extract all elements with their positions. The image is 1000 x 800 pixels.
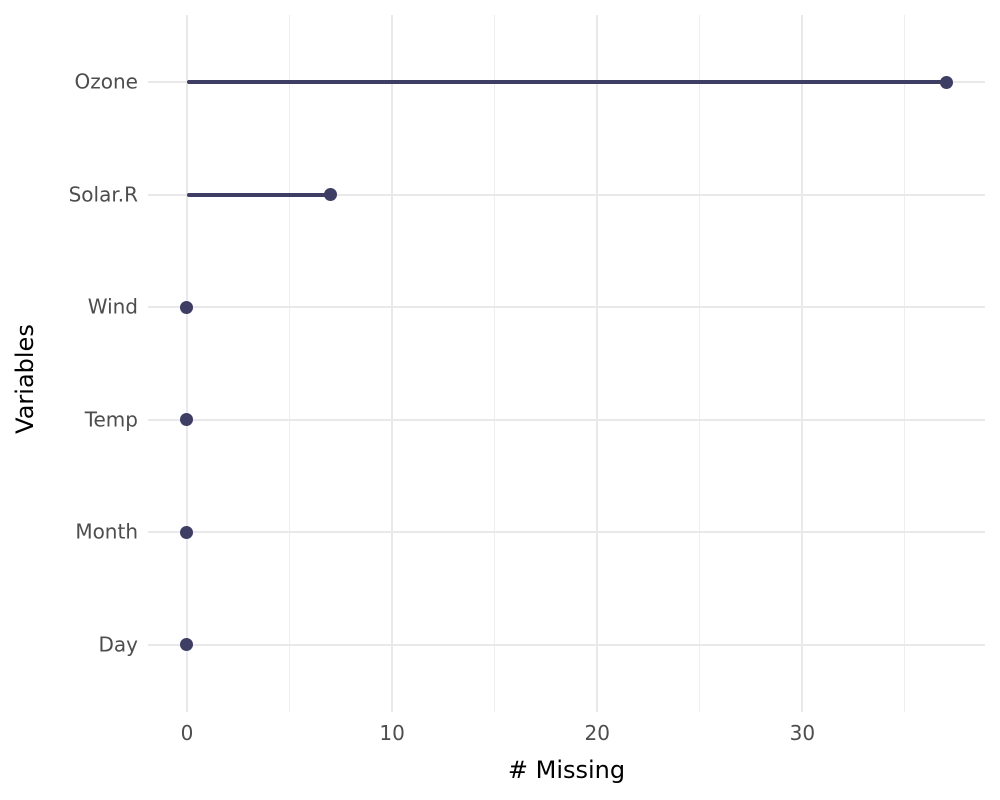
y-tick-label-temp: Temp — [84, 407, 138, 432]
x-tick-label-0: 0 — [180, 721, 194, 745]
y-tick-label-wind: Wind — [87, 294, 138, 319]
y-tick-label-day: Day — [98, 632, 139, 657]
x-tick-label-20: 20 — [584, 721, 610, 745]
gridline-minor-x-35 — [904, 15, 906, 712]
lollipop-point-month — [180, 525, 194, 539]
gridline-row-wind — [148, 306, 985, 309]
gridline-minor-x-15 — [494, 15, 496, 712]
plot-panel — [148, 15, 985, 712]
lollipop-point-wind — [180, 300, 194, 314]
gridline-major-x-10 — [391, 15, 393, 712]
gridline-row-month — [148, 531, 985, 534]
gridline-row-day — [148, 643, 985, 646]
lollipop-point-day — [180, 638, 194, 652]
lollipop-point-ozone — [939, 75, 953, 89]
lollipop-line-solar.r — [186, 192, 331, 197]
lollipop-point-solar.r — [324, 188, 338, 202]
gridline-row-temp — [148, 418, 985, 421]
y-tick-label-solar.r: Solar.R — [68, 182, 138, 207]
gridline-minor-x-25 — [699, 15, 701, 712]
x-tick-label-10: 10 — [379, 721, 405, 745]
x-axis-title: # Missing — [507, 756, 626, 784]
x-tick-label-30: 30 — [789, 721, 816, 745]
gridline-major-x-20 — [596, 15, 598, 712]
gridline-major-x-0 — [185, 15, 188, 712]
gridline-minor-x-5 — [289, 15, 291, 712]
lollipop-line-ozone — [186, 80, 946, 85]
y-tick-label-ozone: Ozone — [74, 70, 138, 95]
lollipop-point-temp — [180, 413, 194, 427]
y-tick-label-month: Month — [75, 519, 138, 544]
gridline-row-solar.r — [148, 193, 985, 196]
gridline-major-x-30 — [801, 15, 803, 712]
